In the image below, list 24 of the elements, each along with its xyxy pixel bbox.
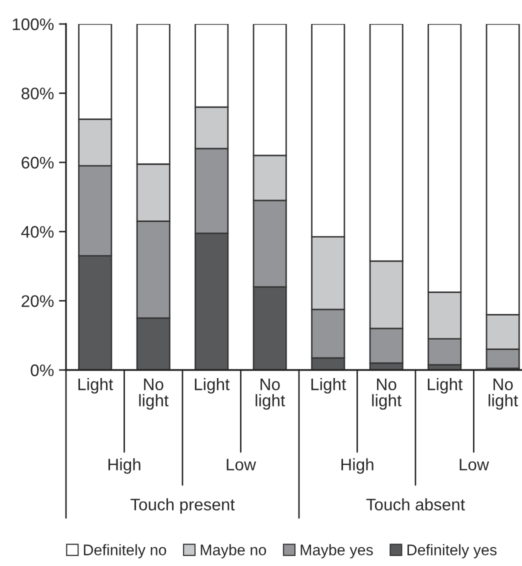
- y-tick-label: 20%: [22, 295, 54, 308]
- text: High: [341, 458, 374, 474]
- x-tick-label: No light: [372, 378, 402, 410]
- text: Touch present: [130, 498, 235, 514]
- legend-label: Maybe no: [200, 544, 266, 558]
- x-tick-label: No light: [139, 378, 169, 410]
- legend-label: Definitely yes: [408, 544, 497, 558]
- x-tick-label: No light: [256, 378, 286, 410]
- legend-label: Definitely no: [84, 544, 166, 558]
- text: High: [108, 458, 140, 474]
- text: Touch absent: [366, 498, 465, 510]
- y-tick-label: 100%: [12, 18, 54, 30]
- x-tick-label: Light: [311, 378, 346, 394]
- x-tick-label: Light: [194, 378, 230, 394]
- x-tick-label: Light: [428, 378, 463, 394]
- x-tick-label: No light: [488, 378, 518, 410]
- x-tick-label: Light: [78, 378, 114, 394]
- y-tick-label: 60%: [22, 156, 54, 169]
- legend-label: Maybe yes: [300, 544, 373, 558]
- text: Low: [226, 458, 256, 470]
- text: Low: [460, 458, 490, 470]
- y-tick-label: 40%: [21, 226, 54, 238]
- y-tick-label: 0%: [30, 364, 54, 376]
- y-tick-label: 80%: [22, 88, 54, 100]
